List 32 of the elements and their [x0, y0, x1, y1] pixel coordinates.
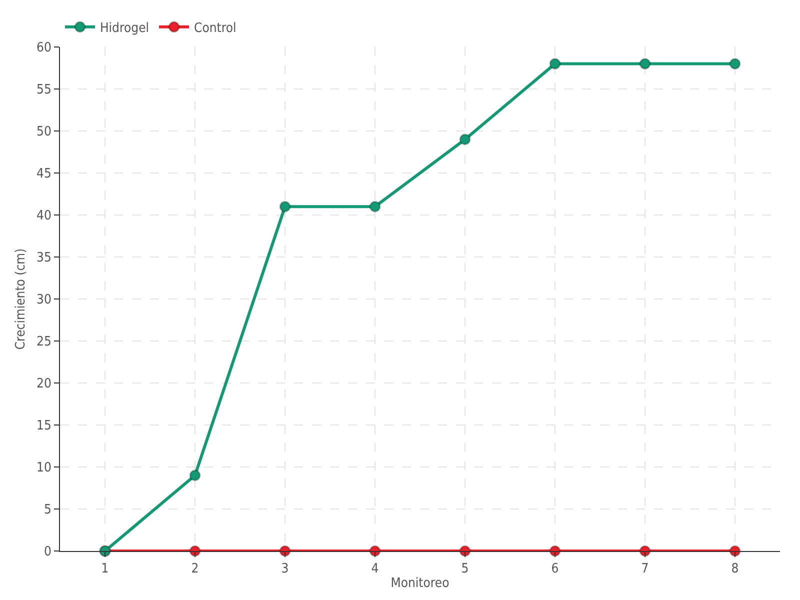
x-tick-label: 4 [371, 562, 379, 577]
y-tick-label: 55 [36, 82, 52, 98]
y-tick-label: 10 [36, 460, 52, 476]
point [639, 58, 651, 70]
y-tick-label: 15 [36, 418, 52, 434]
point [279, 200, 291, 212]
legend-label: Control [194, 20, 236, 36]
x-tick-label: 7 [641, 562, 649, 577]
y-tick-label: 20 [36, 376, 52, 392]
point [549, 58, 561, 70]
x-tick-label: 6 [551, 562, 559, 577]
x-tick-label: 1 [101, 562, 109, 577]
y-tick-label: 40 [36, 208, 52, 224]
y-tick-label: 45 [36, 166, 52, 182]
point [189, 470, 201, 482]
y-tick-label: 50 [36, 124, 52, 140]
x-tick-label: 2 [191, 562, 199, 577]
point [369, 200, 381, 212]
y-tick-label: 60 [36, 40, 52, 56]
legend-label: Hidrogel [100, 20, 150, 36]
y-tick-label: 25 [36, 334, 52, 350]
x-axis-title: Monitoreo [390, 576, 450, 592]
x-tick-label: 8 [731, 562, 739, 577]
x-tick-label: 3 [281, 562, 289, 577]
x-tick-label: 5 [461, 562, 469, 577]
y-axis-title: Crecimiento (cm) [13, 248, 28, 350]
y-tick-label: 5 [44, 502, 52, 518]
y-tick-label: 30 [36, 292, 52, 308]
y-tick-label: 35 [36, 250, 52, 266]
point [459, 134, 471, 146]
point [729, 58, 741, 70]
y-tick-label: 0 [44, 544, 52, 560]
